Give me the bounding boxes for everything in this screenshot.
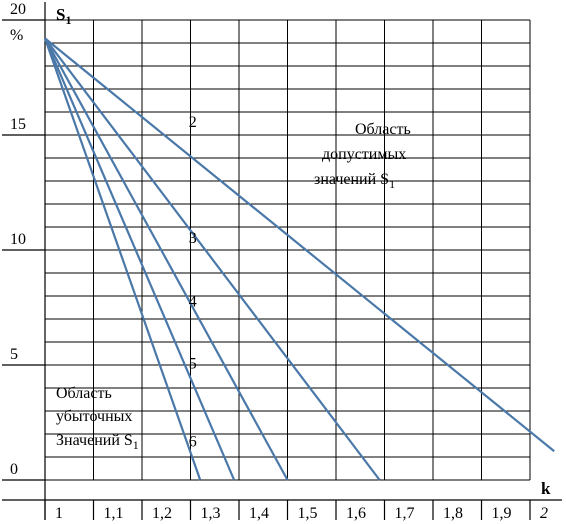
series-label-6: 6: [189, 434, 197, 451]
x-tick-label: 1,2: [152, 505, 172, 522]
series-label-5: 5: [189, 355, 197, 372]
series-label-3: 3: [189, 230, 197, 247]
allowed-region-text: значений S: [314, 171, 389, 188]
x-tick-label: 1: [55, 505, 63, 522]
y-tick-label: 15: [10, 116, 26, 133]
loss-region-annotation: Область убыточных Значений S1: [56, 385, 139, 452]
loss-region-line2: убыточных: [56, 408, 132, 425]
x-tick-label: 1,4: [249, 505, 269, 522]
y-axis-title: S1: [56, 5, 71, 27]
allowed-region-line2: допустимых: [322, 146, 406, 163]
y-axis-title-subscript: 1: [65, 13, 71, 27]
series-line-4: [44, 37, 289, 481]
y-axis-unit: %: [10, 27, 23, 44]
y-tick-label: 10: [10, 231, 26, 248]
series-line-5: [43, 37, 236, 481]
y-tick-label: 0: [10, 461, 18, 478]
series-label-2: 2: [189, 114, 197, 131]
series-lines: [43, 37, 555, 481]
x-tick-label: 1,3: [201, 505, 221, 522]
allowed-region-subscript: 1: [389, 177, 395, 191]
y-tick-label: 5: [10, 346, 18, 363]
allowed-region-line1: Область: [355, 121, 411, 138]
loss-region-text: Значений S: [56, 432, 133, 449]
x-tick-label: 1,1: [104, 505, 124, 522]
x-tick-label: 2: [540, 505, 548, 522]
x-tick-label: 1,6: [346, 505, 366, 522]
loss-region-line1: Область: [56, 385, 112, 402]
series-line-3: [44, 37, 381, 481]
allowed-region-annotation: Область допустимых значений S1: [314, 121, 411, 191]
loss-region-line3: Значений S1: [56, 432, 139, 452]
x-tick-label: 1,5: [298, 505, 318, 522]
series-label-4: 4: [189, 293, 197, 310]
x-tick-label: 1,8: [443, 505, 463, 522]
loss-region-subscript: 1: [133, 438, 139, 452]
labels: 1 1,1 1,2 1,3 1,4 1,5 1,6 1,7 1,8 1,9 205101520234…: [10, 1, 548, 522]
grid: [44, 19, 531, 481]
x-tick-label: 1,7: [395, 505, 415, 522]
x-axis-title: k: [541, 479, 551, 498]
y-axis-title-text: S: [56, 5, 65, 24]
x-tick-label: 1,9: [492, 505, 512, 522]
axes: [2, 2, 562, 520]
allowed-region-line3: значений S1: [314, 171, 395, 191]
y-tick-label: 20: [10, 1, 26, 18]
series-line-2: [44, 37, 555, 453]
series-line-6: [43, 38, 202, 481]
